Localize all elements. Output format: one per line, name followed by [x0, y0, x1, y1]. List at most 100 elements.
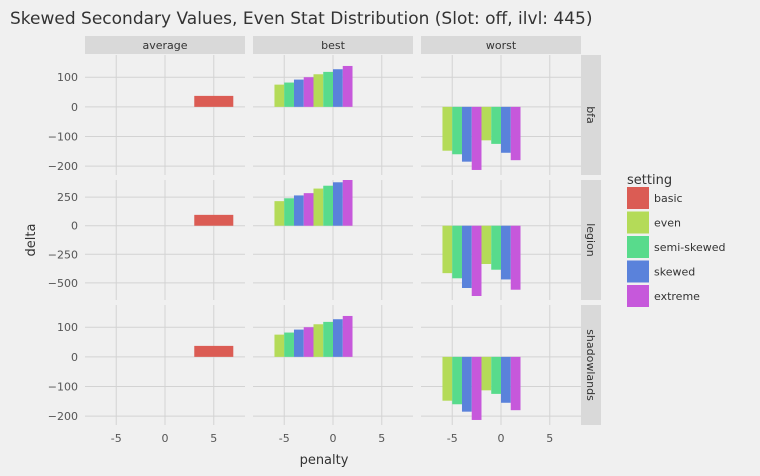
legend: setting basic even semi-skewed skewed extrem… [627, 173, 725, 307]
facet-panels: average best worst bfa 100 0 −100 −200 legion 250… [48, 36, 601, 445]
legend-label-extreme: extreme [654, 290, 700, 303]
bar-semi-skewed [323, 185, 333, 226]
bar-even [313, 324, 324, 357]
bar-semi-skewed [284, 198, 294, 226]
bar-semi-skewed [491, 225, 501, 270]
bar-extreme [510, 225, 521, 290]
x-axis-title: penalty [300, 453, 349, 468]
y-tick-label: −100 [48, 380, 78, 393]
legend-swatch-basic [627, 187, 649, 209]
bar-even [442, 356, 453, 401]
bar-even [481, 106, 492, 141]
bar-extreme [471, 225, 482, 296]
bar-skewed [461, 106, 472, 162]
legend-label-semi-skewed: semi-skewed [654, 241, 725, 254]
facet-label-average: average [142, 39, 187, 52]
bar-semi-skewed [323, 321, 333, 357]
bar-skewed [293, 195, 304, 226]
bar-semi-skewed [452, 225, 462, 279]
y-axis-title: delta [24, 224, 39, 257]
bar-extreme [342, 315, 353, 357]
y-tick-label: −100 [48, 130, 78, 143]
facet-strip-worst [421, 36, 581, 54]
bar-even [442, 225, 453, 274]
bar-even [313, 74, 324, 107]
bar-skewed [501, 225, 511, 280]
facet-label-best: best [321, 39, 345, 52]
x-tick-label: 0 [498, 432, 505, 445]
bar-semi-skewed [323, 71, 333, 107]
legend-label-even: even [654, 217, 681, 230]
bar-extreme [342, 65, 353, 107]
facet-label-shadowlands: shadowlands [584, 329, 597, 401]
bar-extreme [342, 180, 353, 226]
legend-swatch-extreme [627, 285, 649, 307]
facet-label-worst: worst [486, 39, 517, 52]
bar-basic [194, 214, 234, 226]
y-tick-label: 100 [57, 71, 78, 84]
bar-skewed [501, 106, 511, 153]
legend-swatch-skewed [627, 260, 649, 283]
bar-semi-skewed [452, 356, 462, 405]
bar-skewed [333, 69, 343, 107]
x-tick-label: 5 [546, 432, 553, 445]
bar-even [481, 356, 492, 391]
y-tick-label: 0 [71, 220, 78, 233]
legend-label-skewed: skewed [654, 266, 695, 279]
bar-even [313, 188, 324, 226]
bar-semi-skewed [491, 106, 501, 144]
y-tick-label: −200 [48, 160, 78, 173]
bar-skewed [461, 356, 472, 412]
bar-extreme [303, 77, 314, 107]
bar-semi-skewed [284, 82, 294, 107]
bar-skewed [333, 182, 343, 226]
x-tick-label: 5 [210, 432, 217, 445]
bar-even [481, 225, 492, 264]
bar-extreme [510, 106, 521, 161]
bar-semi-skewed [284, 332, 294, 357]
y-tick-label: −250 [48, 248, 78, 261]
bar-extreme [471, 356, 482, 420]
y-tick-label: −200 [48, 410, 78, 423]
y-tick-label: 250 [57, 191, 78, 204]
bar-skewed [293, 79, 304, 107]
legend-label-basic: basic [654, 192, 683, 205]
bar-extreme [471, 106, 482, 170]
legend-title: setting [627, 173, 672, 188]
facet-label-bfa: bfa [584, 106, 597, 124]
bar-skewed [461, 225, 472, 288]
bar-extreme [303, 327, 314, 357]
bar-skewed [501, 356, 511, 403]
bar-basic [194, 345, 234, 357]
legend-swatch-semi-skewed [627, 236, 649, 258]
facet-strip-legion [581, 180, 601, 300]
x-tick-label: 5 [378, 432, 385, 445]
bar-even [274, 84, 285, 107]
y-tick-label: 100 [57, 321, 78, 334]
bar-skewed [333, 319, 343, 357]
y-tick-label: 0 [71, 351, 78, 364]
bar-skewed [293, 329, 304, 357]
x-tick-label: -5 [447, 432, 458, 445]
bar-basic [194, 95, 234, 107]
bar-semi-skewed [452, 106, 462, 155]
facet-label-legion: legion [584, 223, 597, 257]
bar-extreme [510, 356, 521, 411]
chart-title: Skewed Secondary Values, Even Stat Distr… [10, 9, 593, 29]
x-tick-label: -5 [279, 432, 290, 445]
x-tick-label: 0 [330, 432, 337, 445]
bar-even [274, 201, 285, 226]
facet-strip-shadowlands [581, 305, 601, 425]
x-tick-label: -5 [111, 432, 122, 445]
facet-strip-average [85, 36, 245, 54]
bar-semi-skewed [491, 356, 501, 394]
bar-extreme [303, 193, 314, 226]
bar-even [442, 106, 453, 151]
x-tick-label: 0 [162, 432, 169, 445]
y-tick-label: 0 [71, 101, 78, 114]
bar-even [274, 334, 285, 357]
y-tick-label: −500 [48, 277, 78, 290]
legend-swatch-even [627, 211, 649, 234]
facet-strip-best [253, 36, 413, 54]
